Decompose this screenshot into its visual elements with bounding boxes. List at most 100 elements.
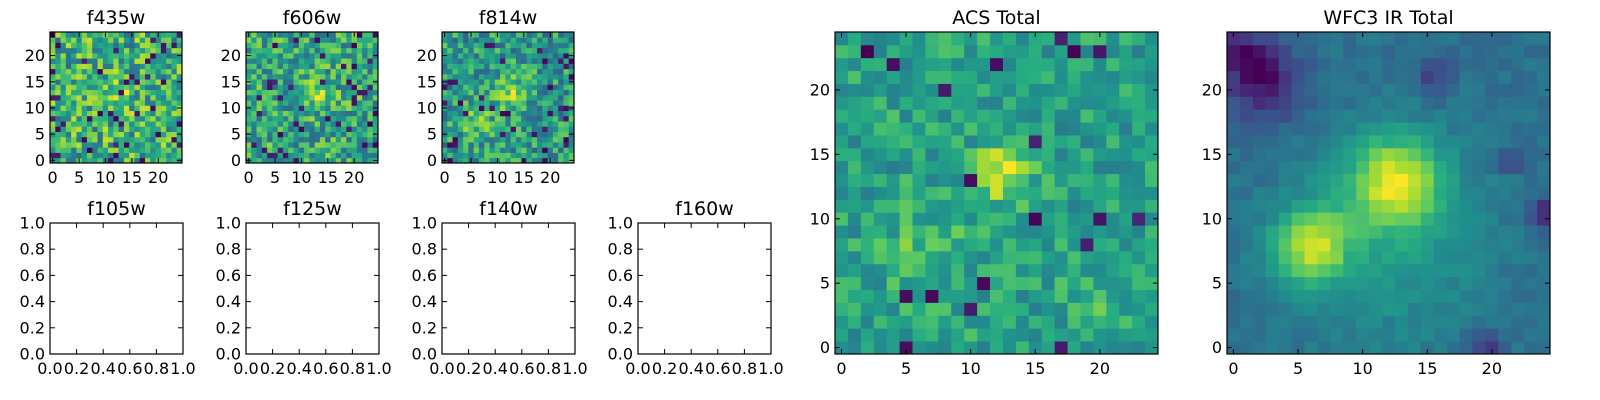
heatmap-cell	[1420, 122, 1435, 136]
heatmap-cell	[1356, 238, 1370, 252]
heatmap-cell	[325, 147, 331, 153]
heatmap-cell	[102, 94, 109, 101]
heatmap-cell	[118, 89, 125, 96]
heatmap-cell	[847, 70, 862, 84]
heatmap-cell	[319, 63, 326, 70]
heatmap-cell	[1304, 173, 1318, 187]
heatmap-cell	[1498, 83, 1512, 97]
heatmap-cell	[160, 100, 167, 106]
heatmap-cell	[1356, 315, 1370, 329]
heatmap-cell	[118, 58, 125, 64]
heatmap-cell	[1002, 276, 1017, 290]
heatmap-cell	[1343, 83, 1357, 97]
heatmap-cell	[442, 110, 448, 117]
heatmap-cell	[552, 136, 559, 143]
heatmap-cell	[835, 263, 849, 278]
heatmap-cell	[442, 142, 448, 148]
heatmap-cell	[171, 147, 178, 153]
heatmap-cell	[951, 328, 965, 342]
heatmap-cell	[256, 136, 263, 143]
heatmap-cell	[1485, 135, 1499, 149]
heatmap-cell	[1524, 341, 1538, 355]
heatmap-cell	[351, 147, 358, 153]
heatmap-cell	[886, 289, 900, 303]
heatmap-cell	[1278, 44, 1292, 59]
y-tick-label: 15	[221, 72, 241, 91]
heatmap-cell	[977, 135, 991, 149]
heatmap-cell	[325, 89, 331, 96]
heatmap-cell	[145, 32, 151, 38]
heatmap-cell	[346, 37, 352, 43]
heatmap-cell	[568, 68, 575, 75]
heatmap-cell	[92, 42, 98, 49]
heatmap-cell	[160, 52, 167, 59]
heatmap-cell	[515, 136, 522, 143]
heatmap-cell	[1356, 135, 1370, 149]
heatmap-cell	[97, 94, 104, 101]
heatmap-cell	[282, 152, 289, 159]
heatmap-cell	[277, 73, 284, 80]
heatmap-cell	[86, 52, 93, 59]
heatmap-cell	[256, 105, 263, 111]
heatmap-cell	[325, 42, 331, 49]
heatmap-cell	[1420, 302, 1435, 316]
heatmap-cell	[118, 68, 125, 75]
heatmap-cell	[977, 199, 991, 213]
heatmap-cell	[1278, 160, 1292, 175]
heatmap-cell	[899, 32, 913, 46]
heatmap-cell	[325, 115, 331, 122]
heatmap-cell	[1433, 83, 1448, 97]
heatmap-cell	[468, 152, 475, 159]
heatmap-cell	[494, 100, 501, 106]
heatmap-cell	[1369, 135, 1383, 149]
heatmap-cell	[1420, 225, 1435, 239]
heatmap-cell	[1002, 238, 1017, 252]
heatmap-cell	[288, 105, 294, 111]
heatmap-cell	[912, 44, 926, 59]
heatmap-cell	[1524, 83, 1538, 97]
heatmap-cell	[1291, 263, 1305, 278]
heatmap-cell	[256, 84, 263, 91]
heatmap-cell	[1317, 328, 1331, 342]
heatmap-cell	[964, 238, 978, 252]
heatmap-cell	[50, 68, 56, 75]
heatmap-cell	[1080, 328, 1094, 342]
heatmap-cell	[521, 63, 527, 70]
heatmap-cell	[990, 263, 1004, 278]
y-tick-label: 15	[25, 72, 45, 91]
heatmap-cell	[558, 89, 564, 96]
heatmap-cell	[1330, 83, 1344, 97]
heatmap-cell	[1537, 135, 1551, 149]
heatmap-cell	[463, 47, 469, 54]
heatmap-cell	[537, 68, 543, 75]
heatmap-cell	[542, 79, 548, 85]
heatmap-cell	[129, 136, 135, 143]
heatmap-cell	[97, 32, 104, 38]
heatmap-cell	[463, 32, 469, 38]
heatmap-cell	[71, 131, 77, 138]
heatmap-cell	[176, 121, 183, 127]
heatmap-cell	[1067, 199, 1081, 213]
heatmap-cell	[537, 105, 543, 111]
heatmap-cell	[558, 152, 564, 159]
heatmap-cell	[113, 142, 120, 148]
heatmap-cell	[899, 186, 913, 200]
heatmap-cell	[860, 263, 875, 278]
heatmap-cell	[309, 152, 316, 159]
heatmap-cell	[473, 63, 480, 70]
heatmap-cell	[1459, 341, 1473, 355]
heatmap-cell	[1106, 173, 1120, 187]
heatmap-cell	[1132, 173, 1146, 187]
heatmap-cell	[65, 37, 72, 43]
heatmap-cell	[563, 37, 570, 43]
heatmap-cell	[912, 32, 926, 46]
heatmap-cell	[1407, 238, 1422, 252]
heatmap-cell	[251, 84, 257, 91]
heatmap-cell	[1106, 96, 1120, 110]
heatmap-cell	[160, 121, 167, 127]
heatmap-cell	[1394, 147, 1409, 162]
y-tick-label: 1.0	[20, 214, 45, 233]
heatmap-cell	[145, 94, 151, 101]
heatmap-cell	[92, 147, 98, 153]
heatmap-cell	[55, 142, 61, 148]
